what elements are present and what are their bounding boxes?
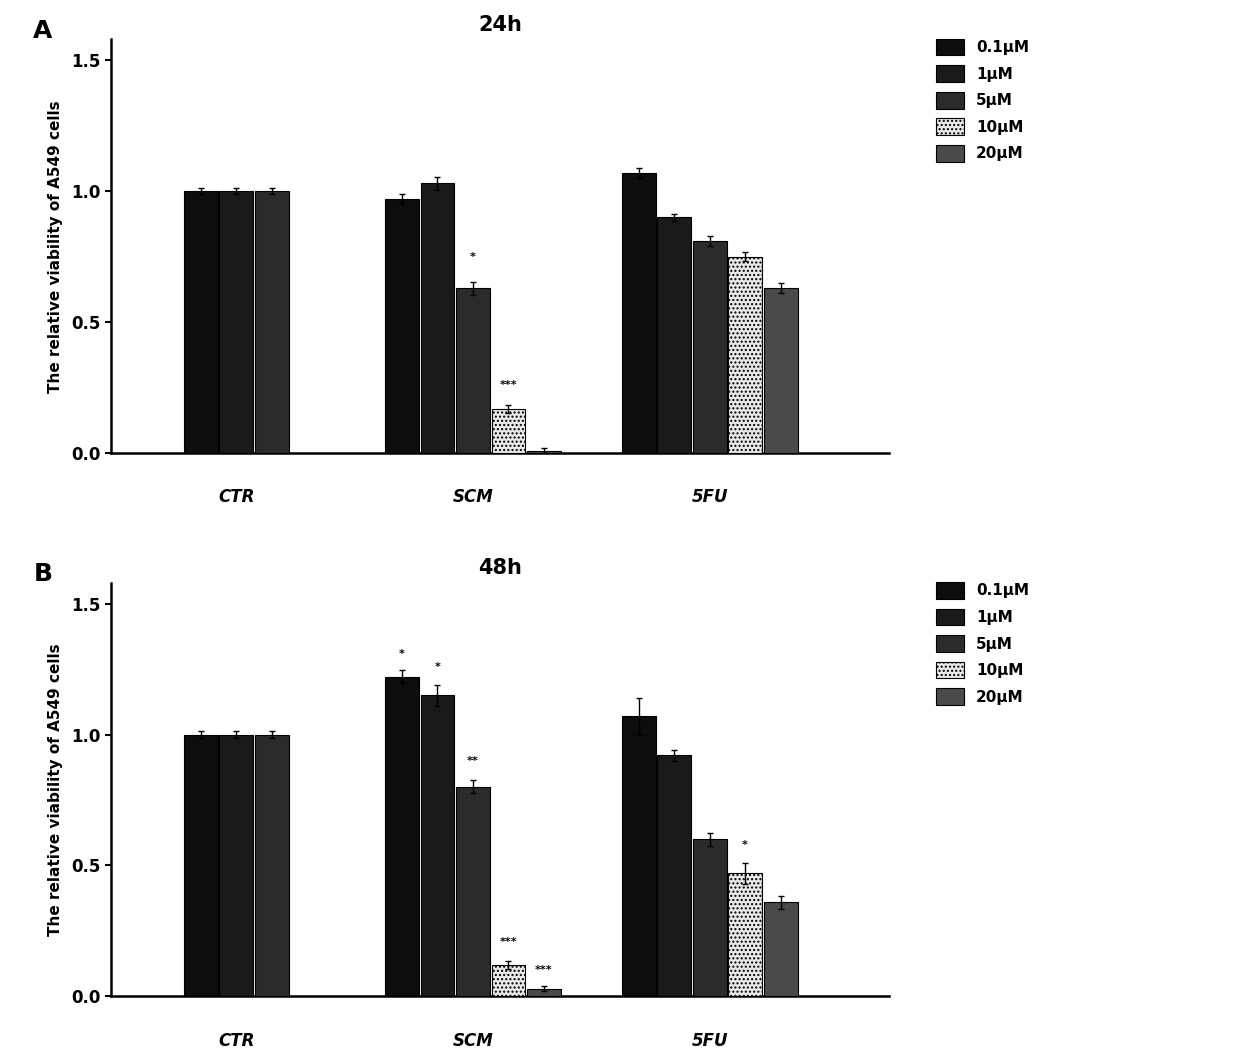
Title: 24h: 24h (479, 15, 522, 35)
Text: B: B (33, 562, 52, 586)
Text: SCM: SCM (453, 1031, 494, 1049)
Bar (764, 902, 797, 996)
Text: *: * (743, 839, 748, 850)
Bar (527, 989, 560, 996)
Text: ***: *** (500, 937, 517, 946)
Bar (728, 873, 763, 996)
Bar (384, 199, 419, 453)
Legend: 0.1μM, 1μM, 5μM, 10μM, 20μM: 0.1μM, 1μM, 5μM, 10μM, 20μM (936, 38, 1029, 161)
Text: SCM: SCM (453, 488, 494, 506)
Bar (657, 218, 691, 453)
Bar (254, 191, 289, 453)
Bar (456, 289, 490, 453)
Y-axis label: The relative viability of A549 cells: The relative viability of A549 cells (48, 100, 63, 393)
Title: 48h: 48h (479, 558, 522, 578)
Bar (184, 734, 217, 996)
Bar (254, 734, 289, 996)
Bar (527, 451, 560, 453)
Text: CTR: CTR (218, 488, 254, 506)
Y-axis label: The relative viability of A549 cells: The relative viability of A549 cells (48, 643, 63, 936)
Bar (219, 191, 253, 453)
Bar (693, 241, 727, 453)
Bar (184, 191, 217, 453)
Bar (657, 755, 691, 996)
Legend: 0.1μM, 1μM, 5μM, 10μM, 20μM: 0.1μM, 1μM, 5μM, 10μM, 20μM (936, 582, 1029, 705)
Text: *: * (399, 648, 404, 659)
Bar (491, 408, 526, 453)
Bar (621, 716, 656, 996)
Text: A: A (33, 19, 53, 42)
Text: ***: *** (500, 380, 517, 390)
Bar (219, 734, 253, 996)
Bar (384, 677, 419, 996)
Bar (693, 839, 727, 996)
Bar (728, 257, 763, 453)
Text: 5FU: 5FU (692, 488, 728, 506)
Text: 5FU: 5FU (692, 1031, 728, 1049)
Text: **: ** (467, 755, 479, 766)
Text: ***: *** (536, 966, 553, 975)
Bar (764, 289, 797, 453)
Bar (420, 695, 454, 996)
Text: CTR: CTR (218, 1031, 254, 1049)
Bar (420, 184, 454, 453)
Bar (456, 787, 490, 996)
Bar (491, 966, 526, 996)
Bar (621, 173, 656, 453)
Text: *: * (470, 251, 476, 262)
Text: *: * (434, 662, 440, 672)
